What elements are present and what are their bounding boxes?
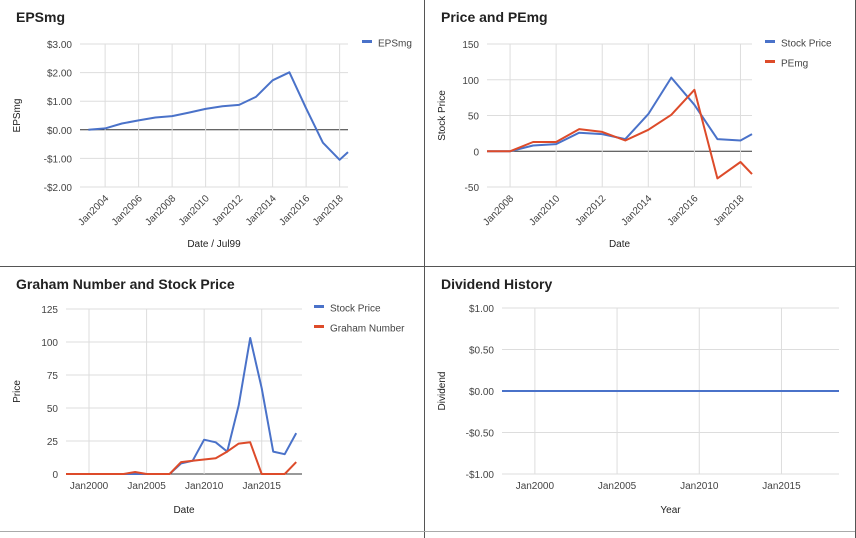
- series-line-pemg: [487, 88, 753, 180]
- x-tick-label: Jan2010: [177, 193, 212, 228]
- y-tick-label: -$2.00: [44, 183, 73, 194]
- legend-swatch: [765, 60, 775, 63]
- y-tick-label: $0.00: [469, 387, 494, 398]
- x-tick-label: Jan2008: [143, 193, 178, 228]
- x-tick-label: Jan2010: [680, 481, 719, 492]
- x-axis-title: Year: [660, 505, 681, 516]
- x-tick-label: Jan2010: [527, 193, 562, 228]
- price-pemg-chart: -50 0 50 100 150 Jan2008 Jan2010 Jan2012 Jan2014…: [437, 39, 832, 250]
- x-tick-label: Jan2014: [244, 193, 279, 228]
- horizontal-divider: [0, 266, 856, 267]
- chart-title: Dividend History: [441, 276, 553, 292]
- y-axis-title: Dividend: [437, 372, 448, 411]
- series-line-epsmg: [88, 71, 349, 161]
- chart-title: EPSmg: [16, 9, 66, 25]
- y-tick-label: -$1.00: [44, 154, 73, 165]
- x-tick-label: Jan2000: [516, 481, 555, 492]
- x-tick-label: Jan2015: [243, 481, 282, 492]
- series-line-stock-price: [487, 76, 753, 153]
- x-tick-label: Jan2012: [210, 193, 245, 228]
- y-axis-title: Price: [12, 380, 23, 403]
- x-tick-label: Jan2008: [481, 193, 516, 228]
- legend-label: Graham Number: [330, 324, 405, 335]
- y-tick-label: 0: [52, 470, 58, 481]
- x-tick-label: Jan2006: [110, 193, 145, 228]
- epsmg-chart: -$2.00-$1.00$0.00$1.00$2.00$3.00Jan2004J…: [12, 39, 412, 250]
- legend-swatch: [765, 40, 775, 43]
- y-tick-label: 100: [41, 338, 58, 349]
- y-tick-label: 50: [468, 112, 480, 123]
- vertical-divider: [424, 0, 425, 538]
- y-tick-label: $2.00: [47, 69, 72, 80]
- y-tick-label: $0.50: [469, 346, 494, 357]
- x-axis-title: Date: [173, 505, 195, 516]
- legend-label: Stock Price: [781, 39, 832, 50]
- y-tick-label: $1.00: [47, 97, 72, 108]
- bottom-border: [0, 531, 856, 532]
- y-tick-label: -50: [465, 183, 480, 194]
- y-tick-label: 50: [47, 404, 59, 415]
- y-axis-title: Stock Price: [437, 90, 448, 141]
- legend-label: Stock Price: [330, 304, 381, 315]
- x-tick-label: Jan2005: [598, 481, 637, 492]
- x-tick-label: Jan2016: [277, 193, 312, 228]
- x-axis-title: Date / Jul99: [187, 239, 241, 250]
- y-tick-label: 0: [473, 147, 479, 158]
- x-tick-label: Jan2000: [70, 481, 109, 492]
- x-tick-label: Jan2012: [573, 193, 608, 228]
- graham-number-chart: 0 25 50 75 100 125 Jan2000 Jan2005 Jan2010 Jan201…: [12, 304, 405, 516]
- x-tick-label: Jan2005: [127, 481, 166, 492]
- chart-panel-price-pemg: Price and PEmg -50 0 50 100 150 Jan2008 Jan201…: [425, 0, 856, 266]
- x-tick-label: Jan2016: [666, 193, 701, 228]
- dividend-history-chart: -$1.00 -$0.50 $0.00 $0.50 $1.00 Jan2000 Jan200…: [437, 304, 839, 516]
- x-tick-label: Jan2004: [76, 193, 111, 228]
- y-tick-label: $1.00: [469, 304, 494, 315]
- chart-title: Graham Number and Stock Price: [16, 276, 235, 292]
- legend-swatch: [314, 325, 324, 328]
- y-tick-label: -$1.00: [466, 470, 495, 481]
- chart-panel-graham-number: Graham Number and Stock Price 0 25 50 75 100…: [0, 267, 424, 538]
- series-line-graham-number: [66, 441, 297, 475]
- legend-label: PEmg: [781, 59, 808, 70]
- legend-swatch: [362, 40, 372, 43]
- legend-label: EPSmg: [378, 39, 412, 50]
- y-tick-label: 75: [47, 371, 59, 382]
- x-tick-label: Jan2010: [185, 481, 224, 492]
- x-tick-label: Jan2015: [762, 481, 801, 492]
- y-tick-label: -$0.50: [466, 429, 495, 440]
- legend-swatch: [314, 305, 324, 308]
- y-tick-label: 25: [47, 437, 59, 448]
- x-tick-label: Jan2014: [620, 193, 655, 228]
- x-axis-title: Date: [609, 239, 631, 250]
- chart-panel-epsmg: EPSmg -$2.00 -$1.00 $0.00 $1.00 $2.00 $3.00 Ja…: [0, 0, 424, 266]
- y-tick-label: 125: [41, 305, 58, 316]
- chart-panel-dividend-history: Dividend History -$1.00 -$0.50 $0.00 $0.50 $…: [425, 267, 856, 538]
- y-axis-title: EPSmg: [12, 99, 23, 133]
- x-tick-label: Jan2018: [311, 193, 346, 228]
- y-tick-label: $0.00: [47, 126, 72, 137]
- y-tick-label: 150: [462, 40, 479, 51]
- y-tick-label: 100: [462, 76, 479, 87]
- y-tick-label: $3.00: [47, 40, 72, 51]
- x-tick-label: Jan2018: [712, 193, 747, 228]
- chart-title: Price and PEmg: [441, 9, 548, 25]
